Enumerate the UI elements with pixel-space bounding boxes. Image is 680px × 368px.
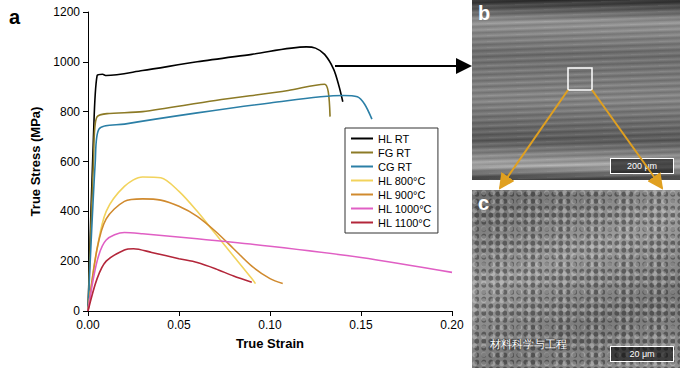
svg-text:400: 400 — [60, 204, 80, 218]
svg-text:800: 800 — [60, 105, 80, 119]
html-text:c: c — [478, 192, 490, 214]
svg-text:0.00: 0.00 — [76, 318, 100, 332]
html-text:200 μm: 200 μm — [626, 161, 658, 171]
svg-text:a: a — [9, 6, 21, 28]
html-text:20 μm: 20 μm — [629, 349, 655, 359]
svg-text:HL 1000°C: HL 1000°C — [378, 203, 432, 215]
svg-text:0.05: 0.05 — [167, 318, 191, 332]
svg-text:True Stress (MPa): True Stress (MPa) — [28, 107, 43, 217]
svg-text:1000: 1000 — [53, 55, 80, 69]
svg-text:CG RT: CG RT — [378, 161, 412, 173]
svg-text:HL 800°C: HL 800°C — [378, 175, 425, 187]
svg-text:0.10: 0.10 — [258, 318, 282, 332]
svg-text:True Strain: True Strain — [236, 336, 304, 351]
svg-text:HL 1100°C: HL 1100°C — [378, 217, 431, 229]
svg-text:0: 0 — [73, 304, 80, 318]
svg-text:HL 900°C: HL 900°C — [378, 189, 425, 201]
svg-text:0.20: 0.20 — [440, 318, 464, 332]
svg-text:1200: 1200 — [53, 5, 80, 19]
svg-text:200: 200 — [60, 254, 80, 268]
svg-text:HL RT: HL RT — [378, 133, 409, 145]
html-text:b: b — [478, 2, 491, 24]
svg-text:FG RT: FG RT — [378, 147, 411, 159]
svg-text:600: 600 — [60, 155, 80, 169]
svg-text:0.15: 0.15 — [349, 318, 373, 332]
html-text:材料科学与工程: 材料科学与工程 — [490, 338, 567, 351]
